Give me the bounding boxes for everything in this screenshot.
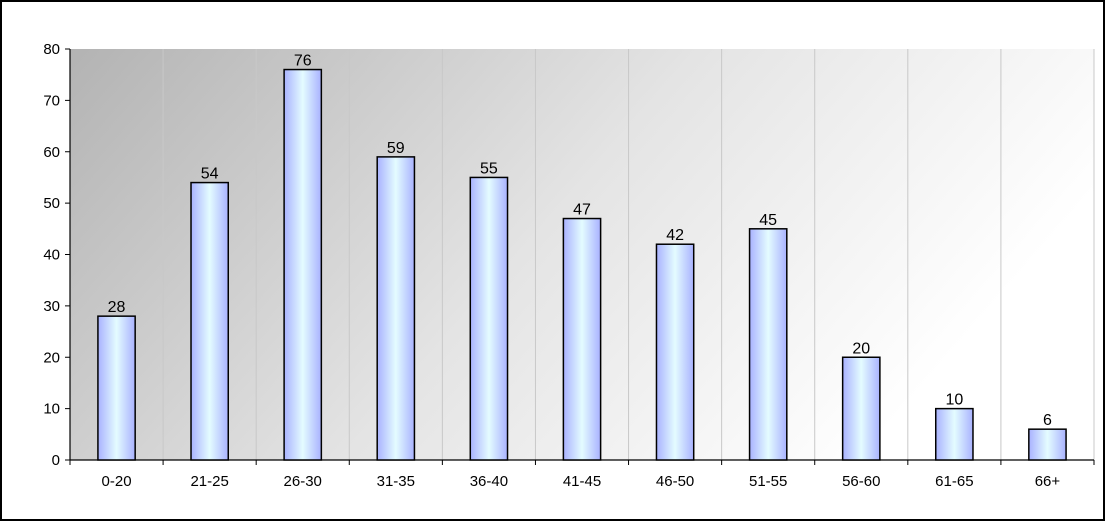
bar xyxy=(97,315,136,461)
bar xyxy=(190,181,230,461)
y-tick-label: 20 xyxy=(43,349,60,366)
x-tick-label: 61-65 xyxy=(935,473,973,490)
bar xyxy=(841,356,881,461)
grid xyxy=(162,49,1095,460)
bar xyxy=(469,176,509,461)
y-tick-label: 50 xyxy=(43,195,60,212)
y-tick-label: 30 xyxy=(43,298,60,315)
bar xyxy=(934,407,974,461)
x-tick-label: 66+ xyxy=(1035,473,1061,490)
y-tick-label: 70 xyxy=(43,92,60,109)
data-label: 47 xyxy=(573,202,591,219)
labels: 0 10 20 30 40 50 60 70 80 0-20 28 21-25 54 26-30 76 31-… xyxy=(43,41,1060,490)
x-tick-label: 26-30 xyxy=(284,473,322,490)
data-label: 20 xyxy=(852,340,870,357)
bar xyxy=(562,217,602,461)
data-label: 45 xyxy=(759,212,777,229)
y-tick-label: 10 xyxy=(43,401,60,418)
data-label: 76 xyxy=(294,53,312,70)
x-tick-label: 36-40 xyxy=(470,473,508,490)
y-tick-label: 0 xyxy=(52,452,60,469)
x-tick-label: 56-60 xyxy=(842,473,880,490)
y-tick-label: 40 xyxy=(43,247,60,264)
data-label: 55 xyxy=(480,160,498,177)
data-label: 28 xyxy=(108,299,126,316)
bar xyxy=(283,68,323,461)
y-tick-label: 80 xyxy=(43,41,60,58)
data-label: 10 xyxy=(945,392,963,409)
bars xyxy=(97,68,1067,461)
x-tick-label: 0-20 xyxy=(102,473,132,490)
bar xyxy=(748,228,788,461)
data-label: 59 xyxy=(387,140,405,157)
data-label: 42 xyxy=(666,227,684,244)
data-label: 6 xyxy=(1043,412,1052,429)
bar xyxy=(1028,428,1067,461)
bar xyxy=(376,156,416,461)
x-tick-label: 46-50 xyxy=(656,473,694,490)
x-tick-label: 41-45 xyxy=(563,473,601,490)
data-label: 54 xyxy=(201,166,219,183)
x-tick-label: 31-35 xyxy=(377,473,415,490)
y-tick-label: 60 xyxy=(43,144,60,161)
bar xyxy=(655,243,695,461)
x-tick-label: 51-55 xyxy=(749,473,787,490)
x-tick-label: 21-25 xyxy=(190,473,228,490)
